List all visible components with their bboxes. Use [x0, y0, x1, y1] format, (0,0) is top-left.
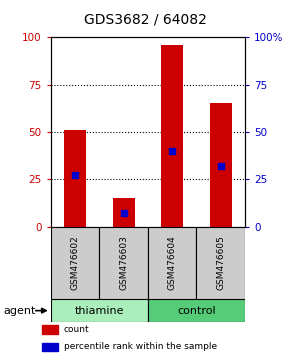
- Bar: [196, 227, 245, 299]
- Text: percentile rank within the sample: percentile rank within the sample: [64, 342, 217, 352]
- Bar: [99, 227, 148, 299]
- Bar: [51, 299, 148, 322]
- Bar: [210, 103, 232, 227]
- Bar: [51, 227, 99, 299]
- Bar: [148, 227, 196, 299]
- Bar: [42, 325, 58, 333]
- Bar: [161, 45, 183, 227]
- Text: GSM476604: GSM476604: [168, 235, 177, 290]
- Bar: [113, 198, 135, 227]
- Text: GSM476605: GSM476605: [216, 235, 225, 290]
- Text: GDS3682 / 64082: GDS3682 / 64082: [84, 12, 206, 27]
- Text: GSM476602: GSM476602: [70, 235, 79, 290]
- Text: count: count: [64, 325, 89, 334]
- Bar: [64, 130, 86, 227]
- Bar: [42, 343, 58, 352]
- Text: GSM476603: GSM476603: [119, 235, 128, 290]
- Text: thiamine: thiamine: [75, 306, 124, 316]
- Text: control: control: [177, 306, 216, 316]
- Bar: [148, 299, 245, 322]
- Text: agent: agent: [3, 306, 35, 316]
